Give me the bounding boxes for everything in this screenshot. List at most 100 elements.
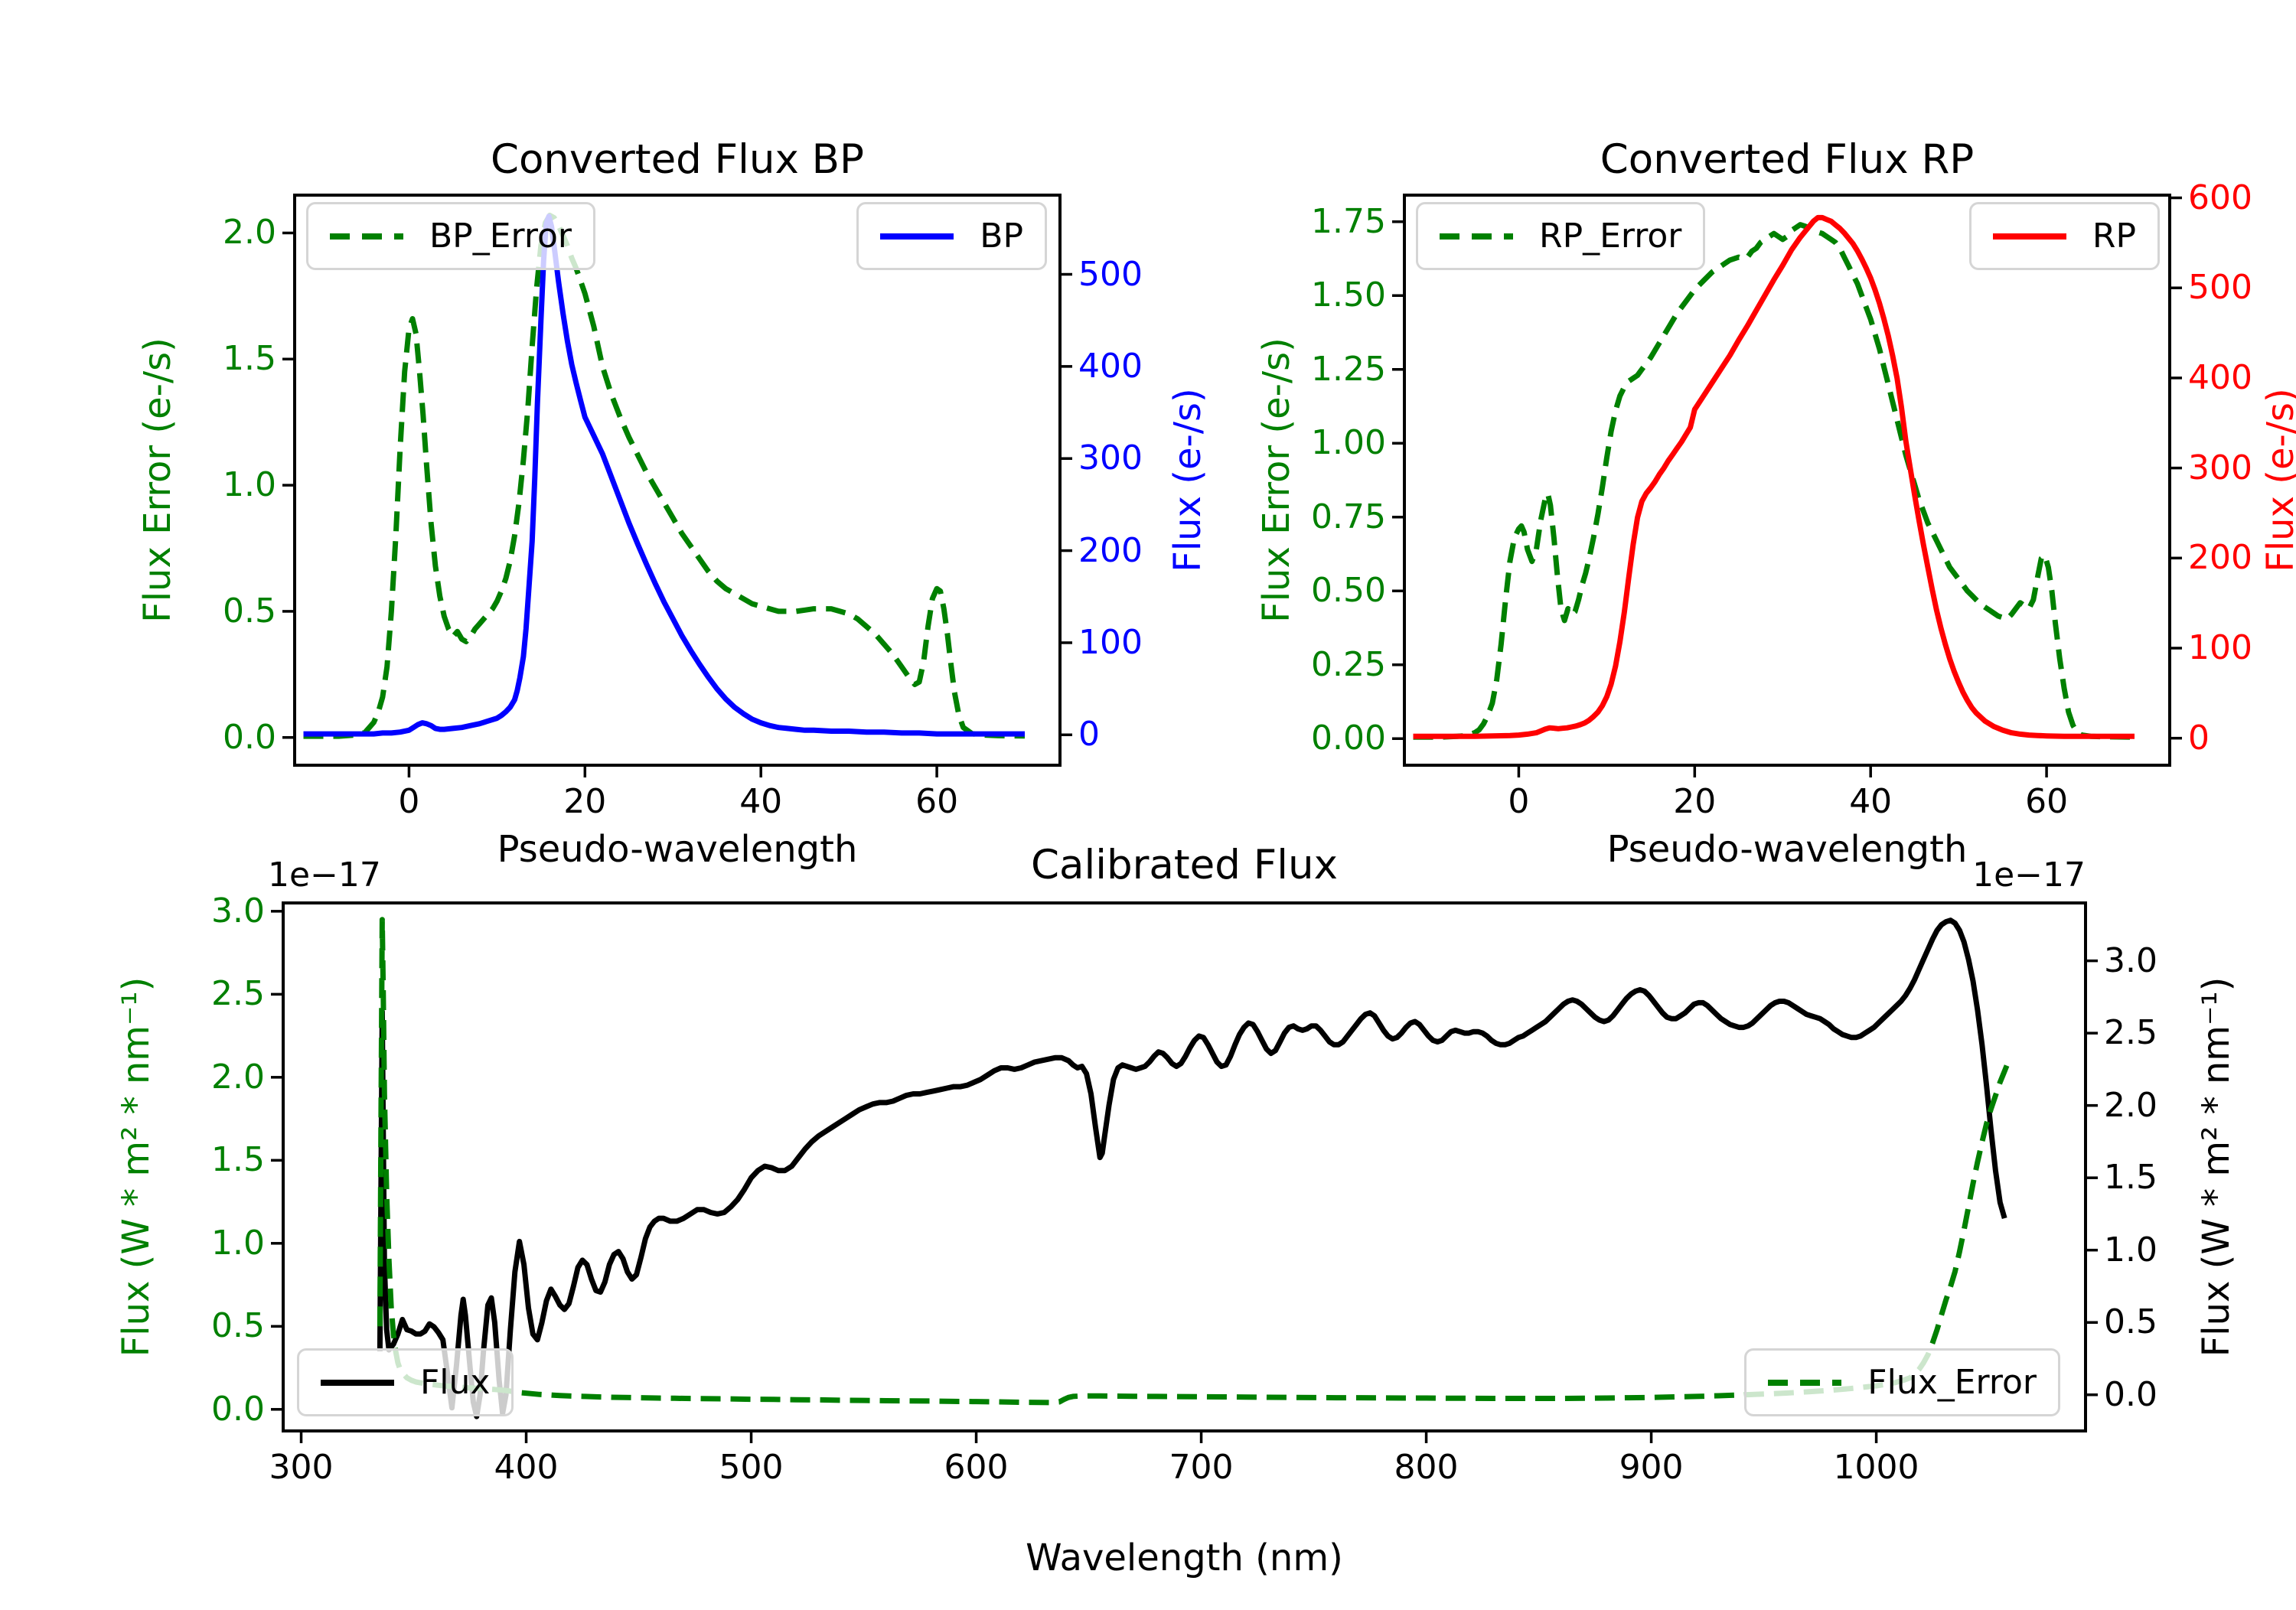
y-tick-label-left: 0.0 — [211, 1389, 265, 1429]
series-flux — [377, 917, 2007, 1419]
x-tick-label: 0 — [398, 782, 420, 821]
y-tick-label-right: 0.0 — [2104, 1374, 2157, 1414]
y-tick-label-left: 2.0 — [223, 213, 276, 253]
yaxis-label-cal-left: Flux (W * m² * nm⁻¹) — [115, 976, 158, 1357]
legend-line-sample-rp-error — [1440, 233, 1513, 240]
x-tick-label: 900 — [1619, 1448, 1684, 1487]
y-tick-label-right: 300 — [1078, 438, 1143, 478]
axes-frame — [1403, 194, 2171, 767]
legend-label-flux: Flux — [420, 1363, 491, 1402]
legend-bp: BP — [856, 202, 1047, 270]
x-tick-label: 0 — [1508, 782, 1530, 821]
y-tick-label-left: 1.5 — [211, 1140, 265, 1180]
y-tick-label-right: 400 — [1078, 346, 1143, 386]
legend-rp: RP — [1968, 202, 2160, 270]
y-tick-label-right: 1.0 — [2104, 1230, 2157, 1269]
y-tick-label-left: 0.50 — [1311, 571, 1386, 611]
xaxis-label-rp: Pseudo-wavelength — [1606, 828, 1968, 871]
legend-label-rp: RP — [2092, 217, 2136, 256]
legend-line-sample-flux-error — [1768, 1379, 1842, 1386]
xaxis-label-cal: Wavelength (nm) — [1026, 1537, 1343, 1579]
y-tick-label-right: 3.0 — [2104, 940, 2157, 980]
y-tick-label-right: 2.5 — [2104, 1013, 2157, 1053]
xaxis-label-bp: Pseudo-wavelength — [497, 828, 858, 871]
yaxis-label-cal-right: Flux (W * m² * nm⁻¹) — [2195, 976, 2238, 1357]
legend-rp-error: RP_Error — [1416, 202, 1706, 270]
y-tick-label-left: 1.75 — [1311, 201, 1386, 241]
y-tick-label-left: 0.0 — [223, 717, 276, 757]
y-tick-label-right: 100 — [1078, 622, 1143, 662]
legend-flux: Flux — [297, 1348, 514, 1416]
y-tick-label-left: 2.0 — [211, 1057, 265, 1097]
axes-frame — [282, 901, 2087, 1432]
legend-label-rp-error: RP_Error — [1539, 217, 1682, 256]
legend-line-sample-bp-error — [330, 233, 403, 240]
y-tick-label-left: 1.5 — [223, 339, 276, 379]
y-tick-label-right: 2.0 — [2104, 1085, 2157, 1125]
y-tick-label-left: 1.50 — [1311, 275, 1386, 315]
y-tick-label-right: 600 — [2188, 178, 2252, 217]
y-tick-label-right: 500 — [2188, 268, 2252, 308]
series-flux_error — [377, 917, 2010, 1406]
x-tick-label: 40 — [1849, 782, 1893, 821]
y-tick-label-left: 1.0 — [223, 465, 276, 505]
y-tick-label-left: 0.00 — [1311, 719, 1386, 758]
offset-text-right: 1e−17 — [1972, 856, 2086, 895]
legend-bp-error: BP_Error — [306, 202, 595, 270]
y-tick-label-left: 0.75 — [1311, 497, 1386, 536]
title-bp-plot: Converted Flux BP — [491, 136, 864, 183]
y-tick-label-right: 1.5 — [2104, 1158, 2157, 1198]
legend-label-flux-error: Flux_Error — [1867, 1363, 2037, 1402]
yaxis-label-bp-right: Flux (e-/s) — [1166, 388, 1209, 572]
yaxis-label-bp-left: Flux Error (e-/s) — [136, 337, 179, 623]
x-tick-label: 1000 — [1833, 1448, 1919, 1487]
x-tick-label: 300 — [269, 1448, 334, 1487]
y-tick-label-left: 0.5 — [211, 1306, 265, 1346]
y-tick-label-left: 3.0 — [211, 891, 265, 930]
x-tick-label: 40 — [739, 782, 783, 821]
y-tick-label-left: 2.5 — [211, 974, 265, 1014]
legend-label-bp-error: BP_Error — [429, 217, 572, 256]
series-rp — [1413, 214, 2135, 739]
y-tick-label-left: 1.25 — [1311, 349, 1386, 389]
x-tick-label: 600 — [944, 1448, 1009, 1487]
y-tick-label-left: 1.00 — [1311, 423, 1386, 463]
title-calibrated-plot: Calibrated Flux — [1031, 842, 1338, 888]
legend-flux-error: Flux_Error — [1744, 1348, 2060, 1416]
y-tick-label-right: 200 — [2188, 538, 2252, 578]
series-bp — [303, 213, 1025, 737]
x-tick-label: 800 — [1394, 1448, 1459, 1487]
y-tick-label-left: 0.25 — [1311, 644, 1386, 684]
y-tick-label-right: 500 — [1078, 254, 1143, 294]
x-tick-label: 700 — [1169, 1448, 1234, 1487]
x-tick-label: 20 — [1673, 782, 1717, 821]
y-tick-label-right: 300 — [2188, 448, 2252, 487]
y-tick-label-right: 200 — [1078, 530, 1143, 570]
legend-line-sample-bp — [880, 233, 954, 240]
x-tick-label: 60 — [2025, 782, 2069, 821]
y-tick-label-right: 0 — [1078, 715, 1100, 754]
yaxis-label-rp-right: Flux (e-/s) — [2259, 388, 2296, 572]
y-tick-label-left: 1.0 — [211, 1223, 265, 1263]
yaxis-label-rp-left: Flux Error (e-/s) — [1255, 337, 1298, 623]
y-tick-label-right: 400 — [2188, 357, 2252, 397]
series-bp_error — [303, 212, 1026, 739]
offset-text-left: 1e−17 — [268, 856, 381, 895]
series-rp_error — [1413, 222, 2135, 740]
y-tick-label-right: 0.5 — [2104, 1302, 2157, 1342]
x-tick-label: 60 — [915, 782, 959, 821]
legend-line-sample-rp — [1992, 233, 2066, 240]
title-rp-plot: Converted Flux RP — [1600, 136, 1975, 183]
axes-frame — [293, 194, 1062, 767]
legend-line-sample-flux — [321, 1379, 394, 1386]
x-tick-label: 500 — [719, 1448, 784, 1487]
y-tick-label-right: 100 — [2188, 627, 2252, 667]
legend-label-bp: BP — [980, 217, 1023, 256]
y-tick-label-left: 0.5 — [223, 591, 276, 631]
x-tick-label: 20 — [563, 782, 607, 821]
y-tick-label-right: 0 — [2188, 718, 2210, 758]
x-tick-label: 400 — [494, 1448, 559, 1487]
